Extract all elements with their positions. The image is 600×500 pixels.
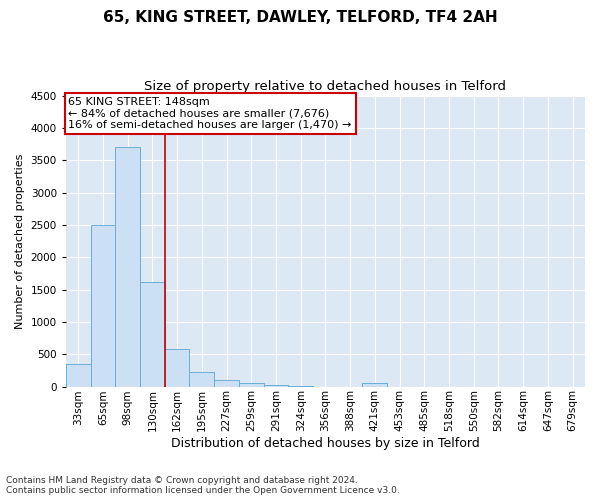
Title: Size of property relative to detached houses in Telford: Size of property relative to detached ho…	[145, 80, 506, 93]
Bar	[239, 383, 263, 386]
Bar	[190, 372, 214, 386]
X-axis label: Distribution of detached houses by size in Telford: Distribution of detached houses by size …	[171, 437, 480, 450]
Text: 65 KING STREET: 148sqm
← 84% of detached houses are smaller (7,676)
16% of semi-: 65 KING STREET: 148sqm ← 84% of detached…	[68, 97, 352, 130]
Bar	[362, 384, 387, 386]
Bar	[140, 282, 165, 387]
Text: Contains HM Land Registry data © Crown copyright and database right 2024.
Contai: Contains HM Land Registry data © Crown c…	[6, 476, 400, 495]
Bar	[165, 349, 190, 387]
Bar	[115, 148, 140, 386]
Bar	[214, 380, 239, 386]
Bar	[66, 364, 91, 386]
Y-axis label: Number of detached properties: Number of detached properties	[15, 154, 25, 328]
Text: 65, KING STREET, DAWLEY, TELFORD, TF4 2AH: 65, KING STREET, DAWLEY, TELFORD, TF4 2A…	[103, 10, 497, 25]
Bar	[91, 225, 115, 386]
Bar	[263, 385, 289, 386]
